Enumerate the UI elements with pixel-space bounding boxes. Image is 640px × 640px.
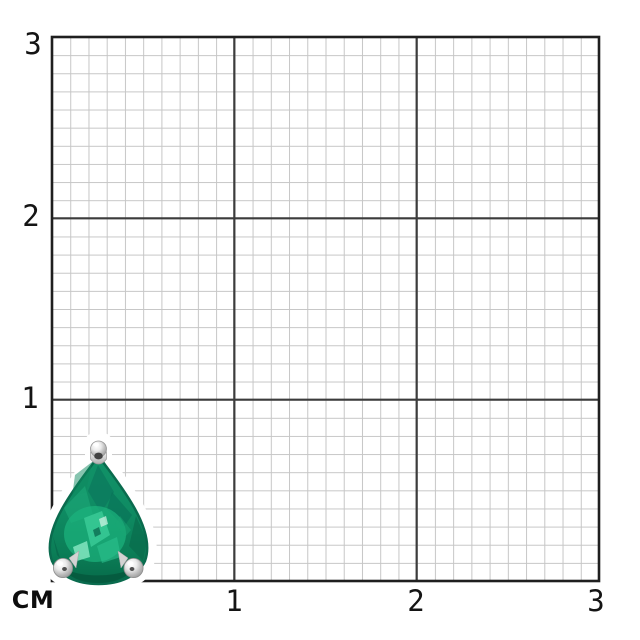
bottom-left-prong [53,550,80,579]
gem-facets [53,462,147,583]
gemstone [40,433,157,594]
y-axis-label-1: 1 [21,381,38,415]
x-axis-label-2: 2 [407,584,424,618]
bottom-right-prong [117,550,144,579]
y-axis-label-3: 3 [24,27,41,61]
grid-minor-lines [52,37,599,581]
x-axis-label-1: 1 [225,584,242,618]
y-axis-label-2: 2 [22,199,39,233]
unit-label-cm: СМ [12,586,55,614]
grid-border [50,35,601,583]
x-axis-label-3: 3 [587,584,604,618]
measurement-grid [50,35,601,583]
axis-labels: 3 2 1 1 2 3 СМ [12,27,605,618]
top-prong [90,440,107,465]
grid-major-lines [52,37,599,581]
